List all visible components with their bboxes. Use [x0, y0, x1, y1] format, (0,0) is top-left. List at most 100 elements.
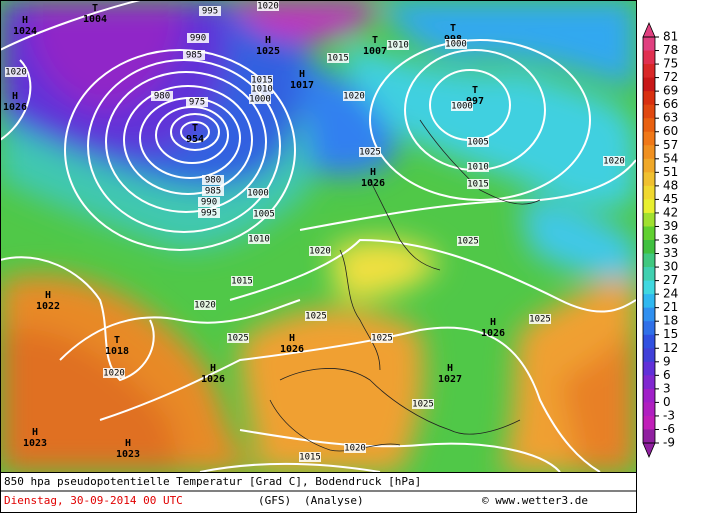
colorbar-band	[643, 348, 655, 363]
colorbar-label: 66	[663, 97, 678, 111]
colorbar-band	[643, 91, 655, 106]
colorbar-label: 75	[663, 57, 678, 71]
center-pressure: 1007	[363, 46, 387, 57]
center-symbol: H	[22, 15, 28, 26]
caption-title: 850 hpa pseudopotentielle Temperatur [Gr…	[4, 475, 421, 488]
isobar-label-bg	[231, 276, 253, 286]
isobar-label-bg	[247, 188, 269, 198]
colorbar-band	[643, 64, 655, 79]
center-symbol: T	[114, 335, 120, 346]
center-symbol: T	[92, 3, 98, 14]
center-pressure: 1023	[23, 438, 47, 449]
isobar-label: 1015	[467, 180, 489, 190]
colorbar-label: 81	[663, 30, 678, 44]
isobar-label-bg	[151, 91, 173, 101]
isobar-label-bg	[5, 67, 27, 77]
center-pressure: 1004	[83, 14, 107, 25]
center-pressure: 1026	[201, 374, 225, 385]
isobar-label-bg	[467, 137, 489, 147]
isobar-label: 1015	[251, 76, 273, 86]
center-pressure: 1027	[438, 374, 462, 385]
colorbar-band	[643, 172, 655, 187]
center-symbol: H	[265, 35, 271, 46]
isobar-label-bg	[305, 311, 327, 321]
isobar-label: 1025	[529, 315, 551, 325]
isobar-label-bg	[198, 208, 220, 218]
colorbar-label: 63	[663, 111, 678, 125]
isobar-label: 975	[189, 98, 205, 108]
colorbar-band	[643, 50, 655, 65]
isobar-label: 1015	[299, 453, 321, 463]
isobar-label-bg	[257, 1, 279, 11]
isobar-label-bg	[202, 175, 224, 185]
isobar-label: 1005	[253, 210, 275, 220]
colorbar-band	[643, 77, 655, 92]
center-symbol: H	[490, 317, 496, 328]
center-pressure: 1026	[361, 178, 385, 189]
colorbar-label: 27	[663, 273, 678, 287]
center-symbol: T	[372, 35, 378, 46]
center-symbol: H	[45, 290, 51, 301]
isobar-label-bg	[445, 39, 467, 49]
isobar-label-bg	[529, 314, 551, 324]
map-field	[0, 0, 636, 472]
colorbar-band	[643, 145, 655, 160]
center-pressure: 1026	[481, 328, 505, 339]
isobar-label-bg	[227, 333, 249, 343]
center-symbol: H	[125, 438, 131, 449]
isobar-label: 1015	[327, 54, 349, 64]
isobar-label: 1000	[451, 102, 473, 112]
isobar-label: 1015	[231, 277, 253, 287]
center-symbol: H	[210, 363, 216, 374]
isobar-label-bg	[467, 162, 489, 172]
colorbar-band	[643, 118, 655, 133]
colorbar-band	[643, 131, 655, 146]
colorbar-band	[643, 199, 655, 214]
colorbar-band	[643, 375, 655, 390]
isobar-label-bg	[249, 94, 271, 104]
isobar-label-bg	[299, 452, 321, 462]
isobar-label-bg	[371, 333, 393, 343]
isobar-label-bg	[187, 33, 209, 43]
caption-run: (Analyse)	[304, 494, 364, 507]
colorbar-band	[643, 185, 655, 200]
colorbar-label: 3	[663, 381, 671, 395]
colorbar-band	[643, 253, 655, 268]
colorbar-label: 9	[663, 354, 671, 368]
isobar-label-bg	[199, 6, 221, 16]
colorbar-band	[643, 307, 655, 322]
colorbar-label: 45	[663, 192, 678, 206]
colorbar-band	[643, 402, 655, 417]
isobar-label: 985	[205, 187, 221, 197]
isobar-label-bg	[251, 84, 273, 94]
colorbar-band	[643, 240, 655, 255]
isobar-label-bg	[202, 186, 224, 196]
colorbar-band	[643, 321, 655, 336]
center-pressure: 1024	[13, 26, 37, 37]
colorbar-label: 6	[663, 368, 671, 382]
isobar-label: 990	[190, 34, 206, 44]
isobar-label-bg	[327, 53, 349, 63]
colorbar-label: 15	[663, 327, 678, 341]
colorbar-band	[643, 104, 655, 119]
isobar-label: 1020	[603, 157, 625, 167]
colorbar-band	[643, 267, 655, 282]
isobar-label-bg	[344, 443, 366, 453]
center-pressure: 1025	[256, 46, 280, 57]
colorbar-label: -6	[663, 422, 675, 436]
colorbar-band	[643, 334, 655, 349]
center-symbol: H	[447, 363, 453, 374]
isobar-label-bg	[309, 246, 331, 256]
colorbar-label: -9	[663, 436, 675, 450]
caption-date: Dienstag, 30-09-2014 00 UTC	[4, 494, 183, 507]
colorbar-label: 18	[663, 314, 678, 328]
colorbar-label: 39	[663, 219, 678, 233]
isobar-label: 1020	[343, 92, 365, 102]
colorbar-band	[643, 361, 655, 376]
center-pressure: 1026	[280, 344, 304, 355]
colorbar-band	[643, 158, 655, 173]
isobar-label: 980	[205, 176, 221, 186]
isobar-label: 1010	[251, 85, 273, 95]
center-symbol: T	[472, 85, 478, 96]
